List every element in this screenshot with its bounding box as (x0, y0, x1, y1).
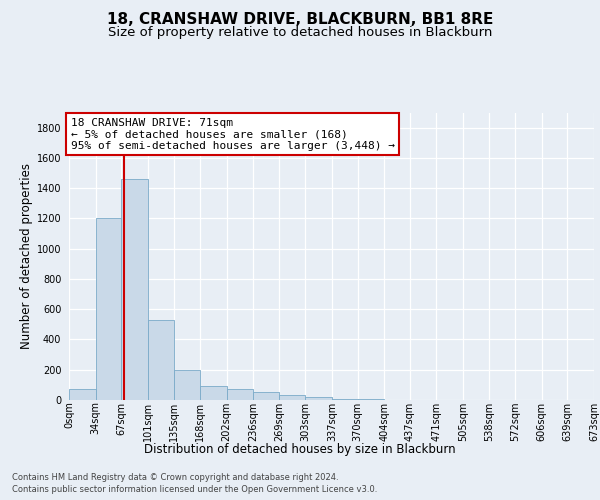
Text: 18 CRANSHAW DRIVE: 71sqm
← 5% of detached houses are smaller (168)
95% of semi-d: 18 CRANSHAW DRIVE: 71sqm ← 5% of detache… (71, 118, 395, 151)
Bar (332, 399, 358, 400)
Y-axis label: Number of detached properties: Number of detached properties (20, 163, 32, 350)
Text: Size of property relative to detached houses in Blackburn: Size of property relative to detached ho… (108, 26, 492, 39)
Bar (253, 392, 279, 400)
Text: Distribution of detached houses by size in Blackburn: Distribution of detached houses by size … (144, 442, 456, 456)
Bar (305, 397, 332, 400)
Text: 18, CRANSHAW DRIVE, BLACKBURN, BB1 8RE: 18, CRANSHAW DRIVE, BLACKBURN, BB1 8RE (107, 12, 493, 28)
Bar (200, 386, 227, 400)
Bar (279, 394, 305, 400)
Bar (175, 370, 200, 400)
Bar (148, 320, 175, 400)
Text: Contains HM Land Registry data © Crown copyright and database right 2024.: Contains HM Land Registry data © Crown c… (12, 472, 338, 482)
Bar (227, 390, 253, 400)
Bar (121, 179, 148, 400)
Bar (69, 388, 95, 400)
Text: Contains public sector information licensed under the Open Government Licence v3: Contains public sector information licen… (12, 485, 377, 494)
Bar (358, 399, 384, 400)
Bar (95, 218, 121, 400)
